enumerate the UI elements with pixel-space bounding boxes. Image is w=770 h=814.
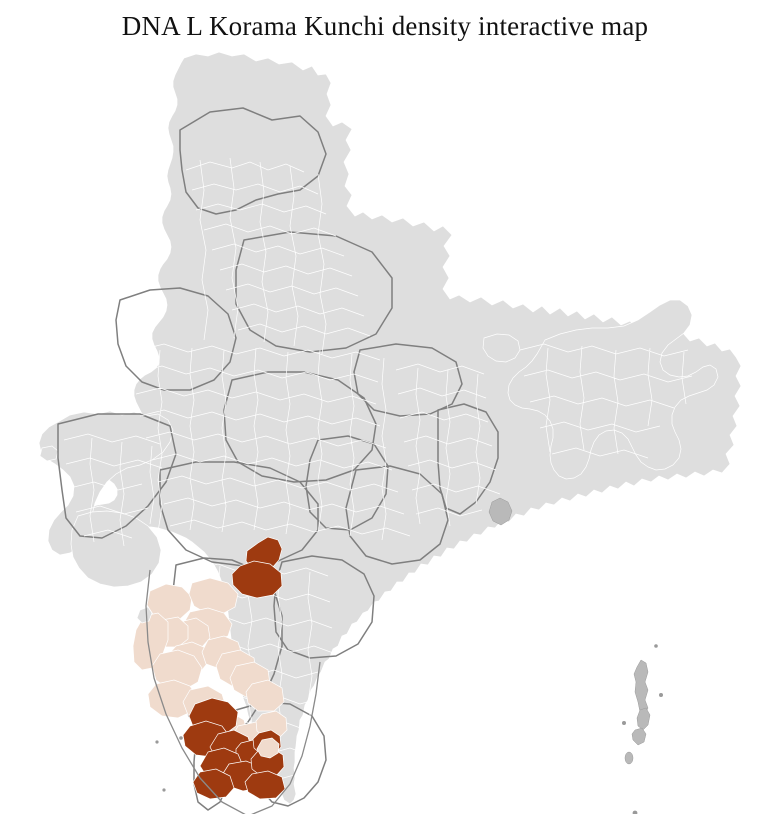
state-boundary-bihar-jharkhand xyxy=(353,343,463,417)
district-low-shivamogga[interactable] xyxy=(151,649,203,691)
map-base-landmass xyxy=(71,51,742,805)
district-low-vijayapura[interactable] xyxy=(188,577,239,615)
northeast-landmass[interactable] xyxy=(507,299,719,480)
kutch-rann-tip[interactable] xyxy=(39,445,59,462)
state-boundary-gujarat xyxy=(57,413,177,539)
district-mesh-northeast xyxy=(519,343,693,459)
district-boundaries xyxy=(63,157,693,781)
district-mesh-north xyxy=(185,157,371,355)
district-mesh-central xyxy=(135,343,411,541)
state-boundary-jk xyxy=(179,107,327,215)
island-speck-2 xyxy=(659,693,663,697)
district-mesh-gujarat xyxy=(63,433,163,547)
district-low-enclave[interactable] xyxy=(256,737,280,759)
lakshadweep-islands xyxy=(155,736,183,792)
island-speck-1 xyxy=(654,644,658,648)
goa-district[interactable] xyxy=(136,606,153,624)
lakshadweep-speck-3 xyxy=(162,788,166,792)
state-boundary-odisha xyxy=(345,465,449,565)
sundarbans-delta[interactable] xyxy=(488,497,513,526)
state-boundary-telangana-ap xyxy=(273,555,375,659)
sundarbans-region xyxy=(488,497,513,526)
page-title: DNA L Korama Kunchi density interactive … xyxy=(121,11,649,41)
sikkim-bhutan-corner[interactable] xyxy=(482,333,521,363)
india-choropleth-map[interactable] xyxy=(0,50,770,814)
district-mesh-east xyxy=(395,363,501,527)
middle-andaman-island[interactable] xyxy=(636,707,651,731)
india-landmass[interactable] xyxy=(71,51,742,805)
state-boundary-rajasthan xyxy=(115,287,237,391)
map-svg[interactable] xyxy=(0,50,770,814)
state-boundary-maharashtra xyxy=(159,461,319,567)
state-boundary-westbengal xyxy=(437,403,499,515)
lakshadweep-speck-1 xyxy=(155,740,159,744)
lakshadweep-speck-2 xyxy=(179,736,183,740)
goa-region xyxy=(136,606,153,624)
andaman-nicobar-islands xyxy=(622,644,663,814)
island-speck-4 xyxy=(632,810,638,814)
north-andaman-island[interactable] xyxy=(633,659,649,717)
little-andaman-island[interactable] xyxy=(624,751,634,765)
gujarat-kutch-region xyxy=(38,410,174,588)
coastline-outline xyxy=(145,569,321,814)
district-high-mandya-south[interactable] xyxy=(192,768,235,800)
high-density-districts xyxy=(182,536,286,800)
pale-enclave-group xyxy=(256,737,280,759)
island-speck-3 xyxy=(622,721,626,725)
peninsular-coast-outline xyxy=(145,569,321,814)
south-andaman-island[interactable] xyxy=(631,727,647,746)
northeast-states-region xyxy=(482,299,719,480)
district-high-kolar-south[interactable] xyxy=(244,770,286,800)
district-low-east-edge[interactable] xyxy=(245,679,285,712)
district-high-raichur-south[interactable] xyxy=(231,560,283,599)
state-boundary-mp xyxy=(223,371,377,483)
